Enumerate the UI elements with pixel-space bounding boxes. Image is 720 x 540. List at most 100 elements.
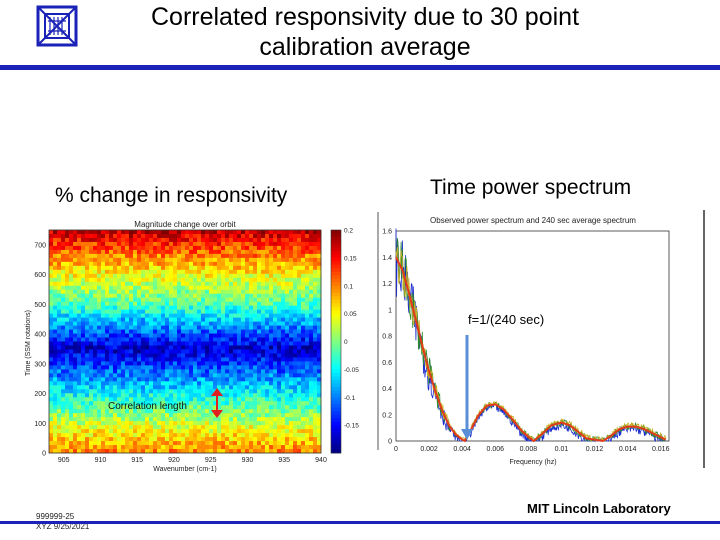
heatmap-cell — [173, 425, 178, 430]
heatmap-cell — [137, 253, 142, 259]
heatmap-cell — [181, 297, 186, 302]
heatmap-cell — [121, 413, 126, 418]
heatmap-cell — [65, 233, 70, 239]
heatmap-cell — [73, 377, 78, 382]
heatmap-cell — [137, 393, 142, 398]
heatmap-cell — [89, 373, 94, 378]
heatmap-cell — [317, 365, 322, 370]
heatmap-cell — [177, 261, 182, 267]
heatmap-cell — [225, 309, 230, 314]
heatmap-cell — [161, 361, 166, 366]
heatmap-cell — [109, 437, 114, 442]
heatmap-cell — [73, 313, 78, 318]
heatmap-cell — [229, 329, 234, 334]
heatmap-cell — [137, 301, 142, 306]
heatmap-cell — [141, 317, 146, 322]
heatmap-cell — [309, 249, 314, 255]
heatmap-cell — [205, 261, 210, 267]
heatmap-frame — [48, 229, 322, 454]
heatmap-cell — [145, 309, 150, 314]
heatmap-cell — [261, 241, 266, 247]
heatmap-cell — [69, 377, 74, 382]
heatmap-cell — [301, 397, 306, 402]
heatmap-cell — [245, 230, 250, 235]
heatmap-cell — [301, 301, 306, 306]
heatmap-cell — [145, 345, 150, 350]
heatmap-cell — [181, 445, 186, 450]
heatmap-cell — [161, 417, 166, 422]
heatmap-cell — [73, 433, 78, 438]
colorbar-tick: 0.2 — [344, 228, 353, 235]
colorbar-segment — [331, 393, 341, 398]
heatmap-cell — [169, 277, 174, 283]
heatmap-cell — [313, 245, 318, 251]
heatmap-cell — [257, 285, 262, 291]
heatmap-cell — [93, 241, 98, 247]
heatmap-cell — [289, 237, 294, 243]
heatmap-cell — [177, 433, 182, 438]
heatmap-cell — [61, 257, 66, 263]
heatmap-cell — [153, 437, 158, 442]
heatmap-cell — [49, 333, 54, 338]
heatmap-cell — [149, 369, 154, 374]
heatmap-cell — [101, 237, 106, 243]
heatmap-cell — [169, 257, 174, 263]
heatmap-cell — [89, 441, 94, 446]
heatmap-cell — [145, 237, 150, 243]
heatmap-cell — [253, 265, 258, 271]
heatmap-cell — [141, 361, 146, 366]
heatmap-cell — [89, 317, 94, 322]
heatmap-cell — [61, 405, 66, 410]
heatmap-cell — [65, 273, 70, 279]
heatmap-cell — [69, 405, 74, 410]
heatmap-cell — [141, 417, 146, 422]
heatmap-cell — [277, 421, 282, 426]
colorbar-segment — [331, 261, 341, 266]
heatmap-cell — [225, 325, 230, 330]
heatmap-cell — [189, 437, 194, 442]
heatmap-cell — [233, 253, 238, 259]
heatmap-cell — [153, 373, 158, 378]
heatmap-cell — [301, 285, 306, 291]
heatmap-cell — [57, 293, 62, 298]
heatmap-cell — [257, 369, 262, 374]
heatmap-cell — [293, 233, 298, 239]
heatmap-cell — [145, 381, 150, 386]
heatmap-cell — [241, 405, 246, 410]
heatmap-cell — [113, 425, 118, 430]
heatmap-cell — [61, 281, 66, 287]
heatmap-cell — [209, 321, 214, 326]
heatmap-cell — [281, 285, 286, 291]
heatmap-cell — [169, 401, 174, 406]
heatmap-cell — [61, 230, 66, 235]
heatmap-cell — [261, 321, 266, 326]
heatmap-cell — [293, 433, 298, 438]
heatmap-cell — [161, 405, 166, 410]
title-rule — [0, 65, 720, 70]
heatmap-cell — [97, 313, 102, 318]
colorbar-segment — [331, 264, 341, 269]
heatmap-cell — [161, 313, 166, 318]
heatmap-cell — [85, 329, 90, 334]
colorbar-segment — [331, 268, 341, 273]
heatmap-cell — [169, 425, 174, 430]
heatmap-cell — [189, 353, 194, 358]
heatmap-cell — [129, 385, 134, 390]
heatmap-cell — [49, 357, 54, 362]
heatmap-cell — [77, 401, 82, 406]
heatmap-cell — [117, 365, 122, 370]
heatmap-cell — [305, 245, 310, 251]
heatmap-cell — [53, 349, 58, 354]
heatmap-cell — [209, 269, 214, 275]
heatmap-cell — [97, 341, 102, 346]
heatmap-cell — [261, 301, 266, 306]
heatmap-cell — [209, 249, 214, 255]
heatmap-cell — [49, 285, 54, 291]
heatmap-cell — [189, 409, 194, 414]
heatmap-cell — [221, 377, 226, 382]
heatmap-cell — [217, 401, 222, 406]
heatmap-cell — [257, 409, 262, 414]
heatmap-cell — [229, 333, 234, 338]
heatmap-cell — [289, 333, 294, 338]
heatmap-cell — [269, 353, 274, 358]
